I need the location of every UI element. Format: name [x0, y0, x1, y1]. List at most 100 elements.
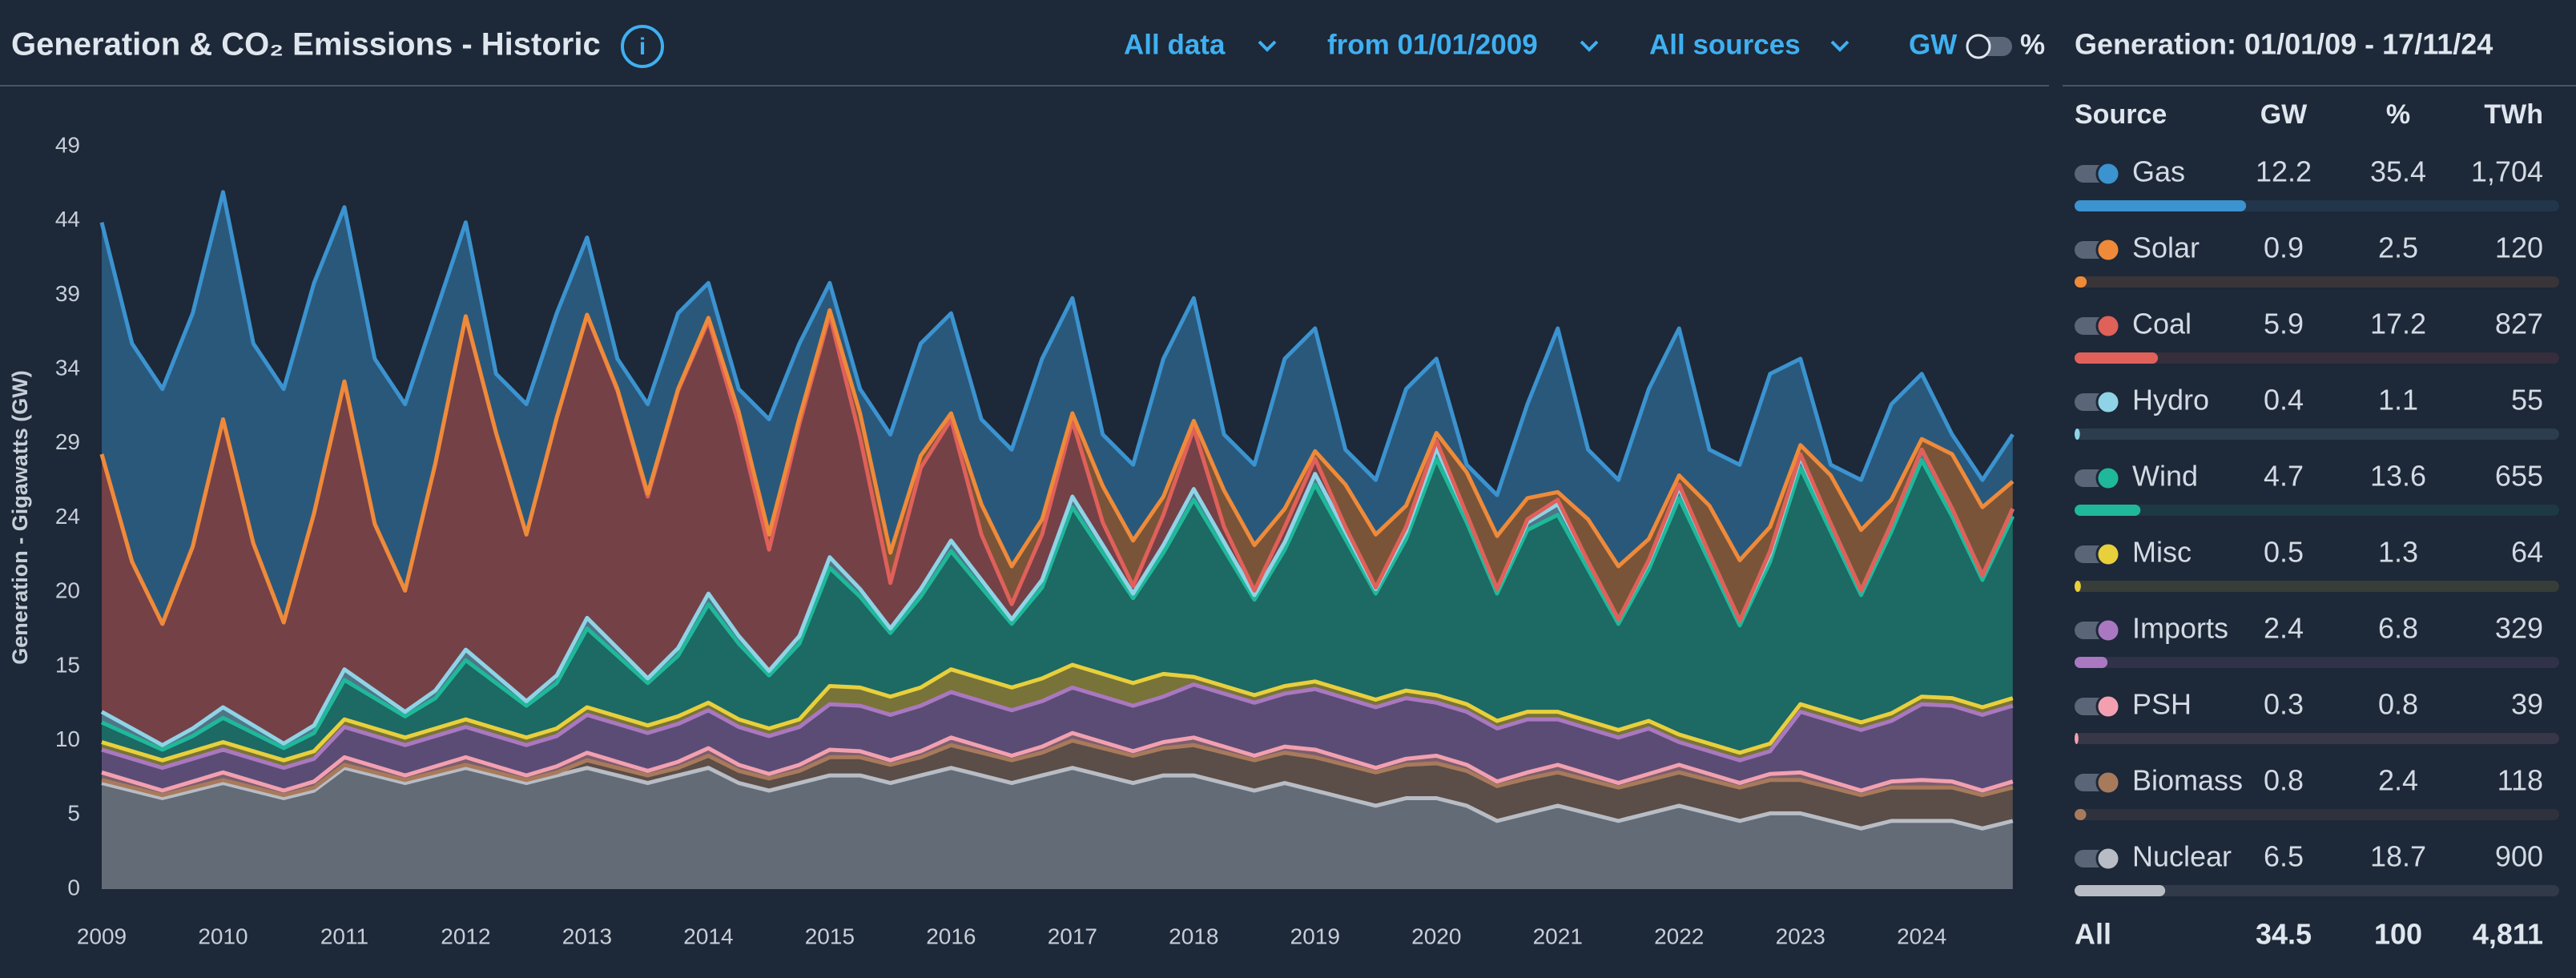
series-line	[101, 662, 2014, 763]
y-tick-label: 24	[55, 504, 80, 529]
gw-value: 0.5	[2264, 536, 2304, 569]
share-bar	[2075, 809, 2087, 820]
panel-title: Generation: 01/01/09 - 17/11/24	[2075, 28, 2493, 61]
twh-value: 120	[2495, 231, 2543, 264]
unit-pct[interactable]: %	[2020, 29, 2045, 60]
source-name: Gas	[2132, 155, 2185, 188]
area-fill	[102, 191, 2013, 624]
chevron	[1580, 40, 1599, 52]
column-header: TWh	[2484, 99, 2543, 130]
source-name: Wind	[2132, 460, 2198, 493]
x-tick-label: 2016	[926, 924, 976, 948]
share-bar	[2075, 429, 2080, 440]
total-name: All	[2075, 918, 2111, 951]
series-line	[101, 739, 2014, 798]
twh-value: 900	[2495, 840, 2543, 873]
source-name: Coal	[2132, 308, 2192, 340]
pct-value: 35.4	[2370, 155, 2426, 188]
legend-swatch	[2095, 846, 2121, 871]
x-tick-label: 2010	[198, 924, 248, 948]
x-tick-label: 2013	[562, 924, 612, 948]
legend-swatch	[2095, 770, 2121, 795]
legend-swatch	[2095, 389, 2121, 415]
gw-value: 0.9	[2264, 231, 2304, 264]
range-dropdown[interactable]: All data	[1124, 29, 1226, 60]
legend-swatch	[2095, 161, 2121, 187]
series-line	[100, 457, 2015, 752]
gw-value: 2.4	[2264, 612, 2304, 645]
x-tick-label: 2019	[1290, 924, 1340, 948]
bar-track	[2075, 505, 2559, 516]
source-name: Biomass	[2132, 764, 2243, 797]
source-table: Gas 12.2 35.4 1,704 Solar 0.9 2.5 120 Coal 5.9 17.…	[2075, 155, 2559, 951]
twh-value: 39	[2511, 688, 2543, 721]
date-dropdown[interactable]: from 01/01/2009	[1327, 29, 1538, 60]
gw-value: 12.2	[2256, 155, 2312, 188]
series-line	[101, 730, 2014, 793]
y-tick-label: 49	[55, 132, 80, 157]
area-fill	[102, 458, 2013, 761]
x-tick-label: 2022	[1654, 924, 1704, 948]
x-tick-label: 2018	[1169, 924, 1218, 948]
total-gw: 34.5	[2256, 918, 2312, 951]
gw-value: 0.3	[2264, 688, 2304, 721]
share-bar	[2075, 885, 2166, 896]
info-icon[interactable]	[621, 25, 664, 68]
x-tick-label: 2021	[1533, 924, 1583, 948]
legend-swatch	[2095, 237, 2121, 263]
pct-value: 13.6	[2370, 460, 2426, 493]
unit-gw[interactable]: GW	[1909, 29, 1957, 60]
legend-swatch	[2095, 618, 2121, 643]
pct-value: 6.8	[2378, 612, 2418, 645]
series-line	[99, 308, 2015, 626]
bar-track	[2075, 276, 2559, 288]
pct-value: 17.2	[2370, 308, 2426, 340]
legend-swatch	[2095, 465, 2121, 491]
y-tick-label: 29	[55, 429, 80, 454]
x-tick-label: 2024	[1897, 924, 1946, 948]
pct-value: 1.3	[2378, 536, 2418, 569]
line-layer	[99, 190, 2015, 831]
chevron	[1258, 40, 1277, 52]
x-tick-label: 2012	[441, 924, 490, 948]
bar-track	[2075, 581, 2559, 592]
source-dropdown[interactable]: All sources	[1649, 29, 1801, 60]
legend-swatch	[2095, 313, 2121, 339]
source-name: Imports	[2132, 612, 2228, 645]
y-tick-label: 5	[67, 801, 80, 826]
x-tick-label: 2011	[320, 924, 368, 948]
y-tick-label: 0	[67, 875, 80, 900]
share-bar	[2075, 733, 2079, 744]
total-pct: 100	[2374, 918, 2422, 951]
bar-track	[2075, 429, 2559, 440]
twh-value: 64	[2511, 536, 2543, 569]
y-tick-label: 10	[55, 726, 80, 751]
bar-track	[2075, 733, 2559, 744]
y-tick-label: 44	[55, 207, 80, 231]
bar-track	[2075, 809, 2559, 820]
twh-value: 55	[2511, 384, 2543, 417]
area-fill	[102, 740, 2013, 829]
x-tick-label: 2009	[77, 924, 127, 948]
x-tick-label: 2014	[683, 924, 733, 948]
y-tick-label: 20	[55, 578, 80, 603]
source-name: Misc	[2132, 536, 2192, 569]
chart-title: Generation & CO₂ Emissions - Historic	[11, 27, 601, 62]
legend-swatch	[2095, 541, 2121, 567]
x-tick-label: 2020	[1411, 924, 1461, 948]
pct-value: 2.4	[2378, 764, 2418, 797]
bar-track	[2075, 885, 2559, 896]
twh-value: 329	[2495, 612, 2543, 645]
pct-value: 0.8	[2378, 688, 2418, 721]
bar-track	[2075, 657, 2559, 668]
y-tick-label: 39	[55, 281, 80, 306]
source-name: Solar	[2132, 231, 2200, 264]
share-bar	[2075, 657, 2108, 668]
legend-swatch	[2095, 694, 2121, 719]
gw-value: 0.4	[2264, 384, 2304, 417]
pct-value: 1.1	[2378, 384, 2418, 417]
x-tick-label: 2017	[1048, 924, 1097, 948]
twh-value: 827	[2495, 308, 2543, 340]
share-bar	[2075, 276, 2087, 288]
